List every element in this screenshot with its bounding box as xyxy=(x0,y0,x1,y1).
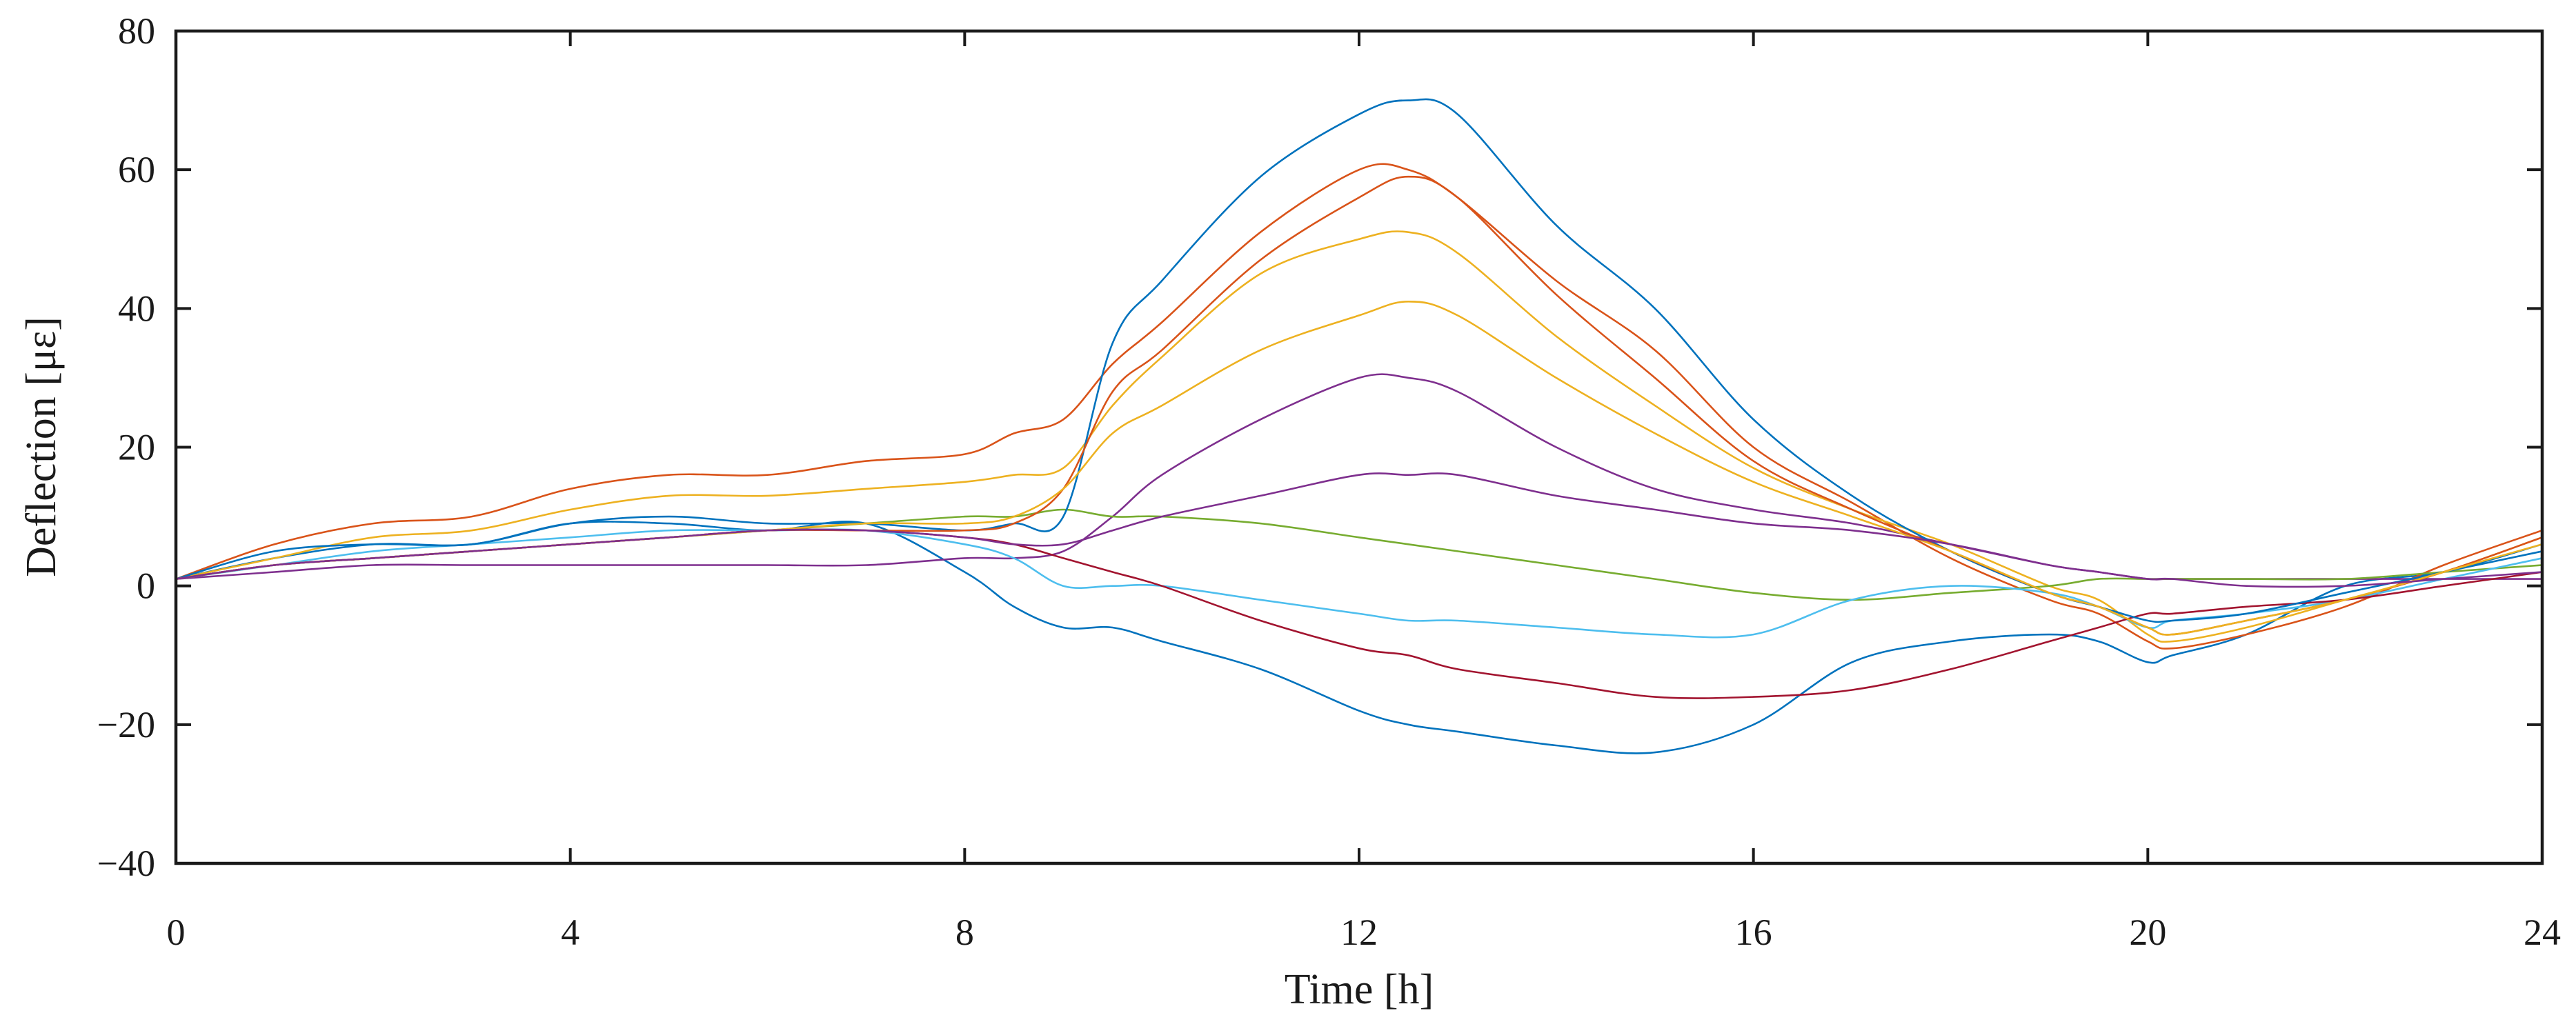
y-tick-label: 0 xyxy=(137,565,155,607)
y-tick-label: −20 xyxy=(97,704,155,745)
series-layer xyxy=(175,98,2544,754)
series-line-11 xyxy=(175,472,2544,588)
y-tick-marks xyxy=(176,30,2542,865)
plot-frame xyxy=(174,29,2544,865)
y-tick-label: 80 xyxy=(118,10,155,52)
x-tick-label: 24 xyxy=(2524,912,2561,953)
x-tick-label: 12 xyxy=(1340,912,1378,953)
series-line-6 xyxy=(175,528,2544,639)
y-tick-labels: −40 −20 0 20 40 60 80 xyxy=(97,10,155,884)
x-tick-marks xyxy=(175,31,2544,863)
x-tick-label: 20 xyxy=(2129,912,2166,953)
x-tick-label: 8 xyxy=(955,912,974,953)
y-tick-label: 40 xyxy=(118,288,155,329)
x-tick-labels: 0 4 8 12 16 20 24 xyxy=(167,912,2562,953)
y-tick-label: −40 xyxy=(97,843,155,884)
series-line-5 xyxy=(175,508,2544,601)
y-tick-label: 60 xyxy=(118,149,155,190)
x-axis-title: Time [h] xyxy=(1285,966,1434,1013)
series-line-1 xyxy=(175,521,2544,754)
series-line-3 xyxy=(175,230,2544,643)
series-line-8 xyxy=(175,98,2544,623)
series-line-4 xyxy=(175,373,2544,581)
series-line-10 xyxy=(175,301,2544,636)
y-axis-title: Deflection [με] xyxy=(18,317,65,577)
x-tick-label: 4 xyxy=(561,912,579,953)
series-line-2 xyxy=(175,163,2544,650)
y-tick-label: 20 xyxy=(118,427,155,468)
x-tick-label: 0 xyxy=(167,912,186,953)
x-tick-label: 16 xyxy=(1735,912,1772,953)
